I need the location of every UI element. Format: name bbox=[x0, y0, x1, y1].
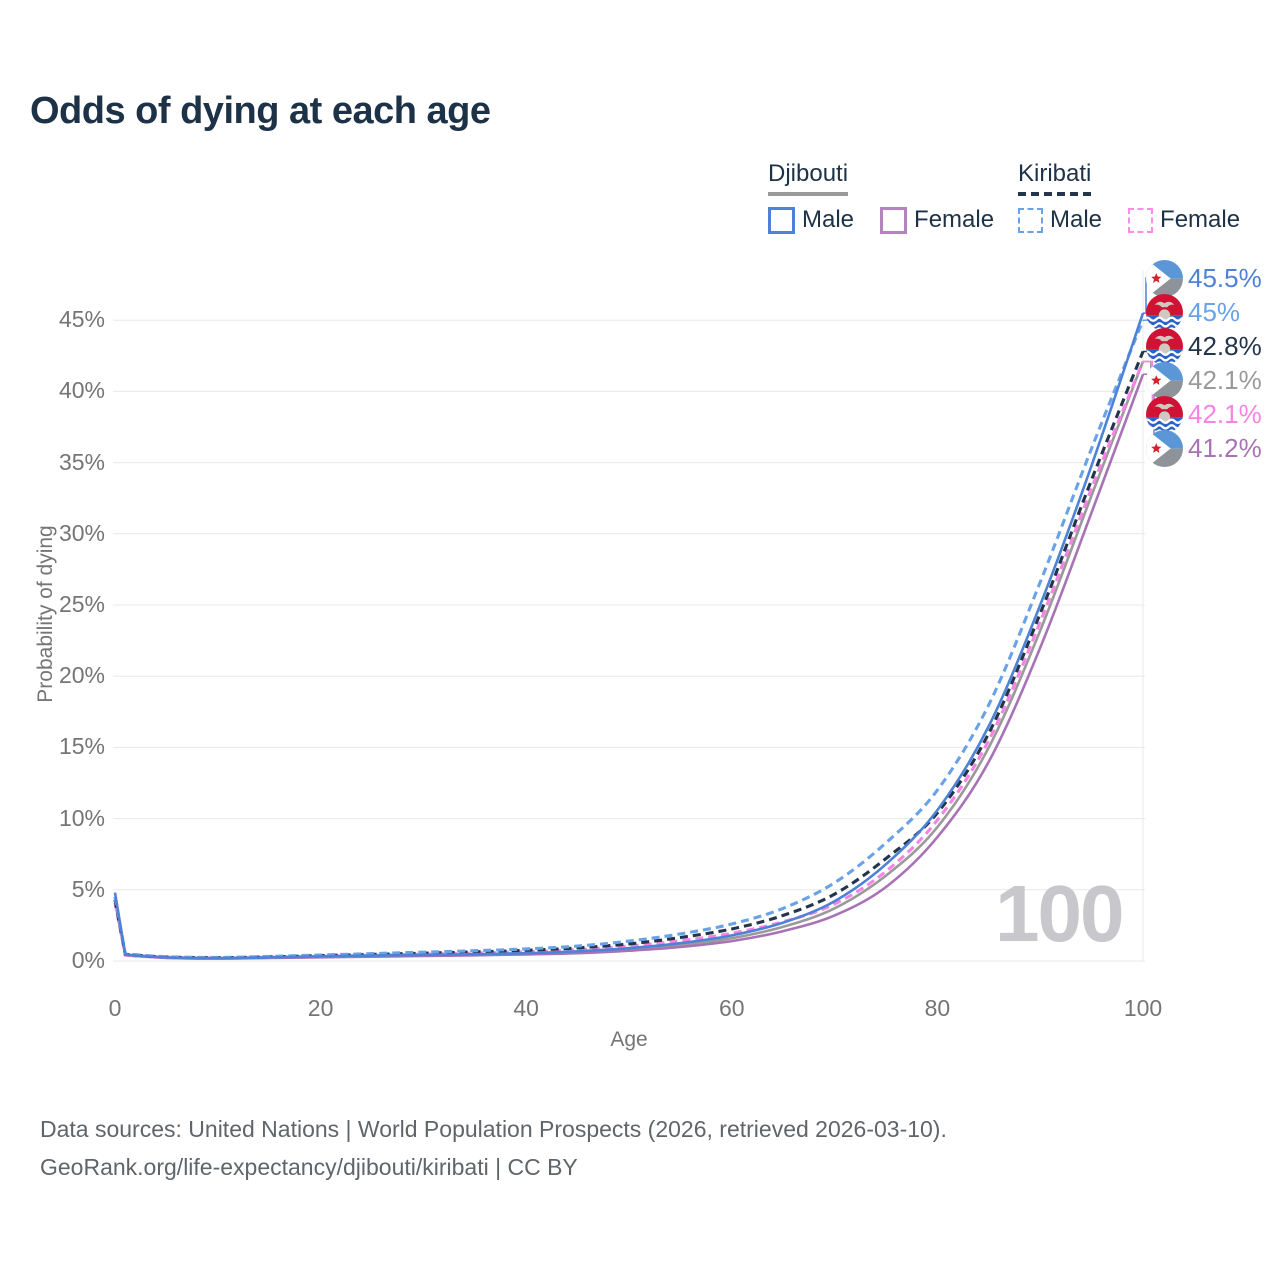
source-footer: Data sources: United Nations | World Pop… bbox=[40, 1110, 947, 1186]
end-label-row-kiribati-female: 42.1% bbox=[1146, 395, 1262, 433]
y-tick-label: 25% bbox=[58, 591, 105, 617]
end-label-row-djibouti-female: 41.2% bbox=[1146, 429, 1262, 467]
kiribati-female-swatch bbox=[1128, 207, 1154, 233]
legend-group-kiribati: Kiribati Male Female bbox=[1018, 160, 1240, 234]
series-line-djibouti-both-sexes bbox=[113, 361, 1145, 960]
legend-item-kiribati-female: Female bbox=[1128, 206, 1240, 234]
legend-group-djibouti: Djibouti Male Female bbox=[768, 160, 994, 234]
end-label-value: 45.5% bbox=[1188, 262, 1262, 293]
y-tick-label: 10% bbox=[58, 804, 105, 831]
legend-label: Male bbox=[802, 206, 855, 233]
end-label-value: 41.2% bbox=[1188, 432, 1262, 463]
end-label-row-kiribati-male: 45% bbox=[1146, 293, 1241, 331]
source-line: Data sources: United Nations | World Pop… bbox=[40, 1116, 947, 1142]
source-line: GeoRank.org/life-expectancy/djibouti/kir… bbox=[40, 1154, 578, 1180]
x-axis-title: Age bbox=[610, 1028, 648, 1051]
y-tick-label: 15% bbox=[58, 733, 105, 760]
x-tick-label: 80 bbox=[924, 995, 951, 1021]
series-line-kiribati-male bbox=[113, 319, 1145, 959]
legend-country-djibouti: Djibouti bbox=[768, 160, 849, 196]
djibouti-flag-icon bbox=[1146, 361, 1183, 399]
end-label-row-djibouti-both-sexes: 42.1% bbox=[1146, 361, 1262, 399]
age-watermark: 100 bbox=[995, 869, 1124, 958]
end-label-value: 45% bbox=[1188, 296, 1241, 327]
djibouti-female-swatch bbox=[880, 206, 908, 234]
y-tick-label: 30% bbox=[58, 519, 105, 546]
end-label-value: 42.1% bbox=[1188, 364, 1262, 395]
legend-label: Male bbox=[1050, 206, 1103, 233]
series-line-kiribati-both-sexes bbox=[113, 350, 1145, 960]
end-label-value: 42.8% bbox=[1188, 330, 1262, 361]
kiribati-flag-icon bbox=[1146, 327, 1183, 365]
series-line-djibouti-male bbox=[113, 312, 1145, 960]
legend-country-kiribati: Kiribati bbox=[1018, 160, 1092, 196]
x-tick-label: 60 bbox=[719, 995, 745, 1021]
y-tick-label: 40% bbox=[58, 377, 105, 404]
page-title: Odds of dying at each age bbox=[30, 90, 491, 132]
end-label-row-djibouti-male: 45.5% bbox=[1146, 259, 1262, 297]
y-tick-label: 0% bbox=[71, 947, 105, 973]
y-tick-label: 35% bbox=[58, 448, 105, 475]
djibouti-male-swatch bbox=[768, 206, 795, 234]
kiribati-male-swatch bbox=[1018, 207, 1043, 233]
y-tick-label: 45% bbox=[58, 306, 105, 333]
legend-item-djibouti-female: Female bbox=[880, 206, 994, 234]
y-tick-label: 20% bbox=[58, 662, 105, 689]
legend-item-kiribati-male: Male bbox=[1018, 206, 1102, 234]
series-line-kiribati-female bbox=[113, 360, 1145, 960]
end-label-value: 42.1% bbox=[1188, 398, 1262, 429]
legend-label: Female bbox=[1160, 206, 1241, 233]
x-tick-label: 0 bbox=[108, 995, 122, 1021]
series-line-djibouti-female bbox=[113, 373, 1145, 960]
y-tick-label: 5% bbox=[71, 875, 105, 902]
legend-item-djibouti-male: Male bbox=[768, 206, 854, 234]
x-tick-label: 40 bbox=[513, 995, 539, 1021]
djibouti-flag-icon bbox=[1146, 259, 1183, 297]
kiribati-flag-icon bbox=[1146, 395, 1183, 433]
kiribati-flag-icon bbox=[1146, 293, 1183, 331]
djibouti-flag-icon bbox=[1146, 429, 1183, 467]
x-tick-label: 100 bbox=[1123, 995, 1163, 1021]
end-label-row-kiribati-both-sexes: 42.8% bbox=[1146, 327, 1262, 365]
legend-label: Female bbox=[914, 206, 995, 233]
x-tick-label: 20 bbox=[307, 995, 334, 1021]
